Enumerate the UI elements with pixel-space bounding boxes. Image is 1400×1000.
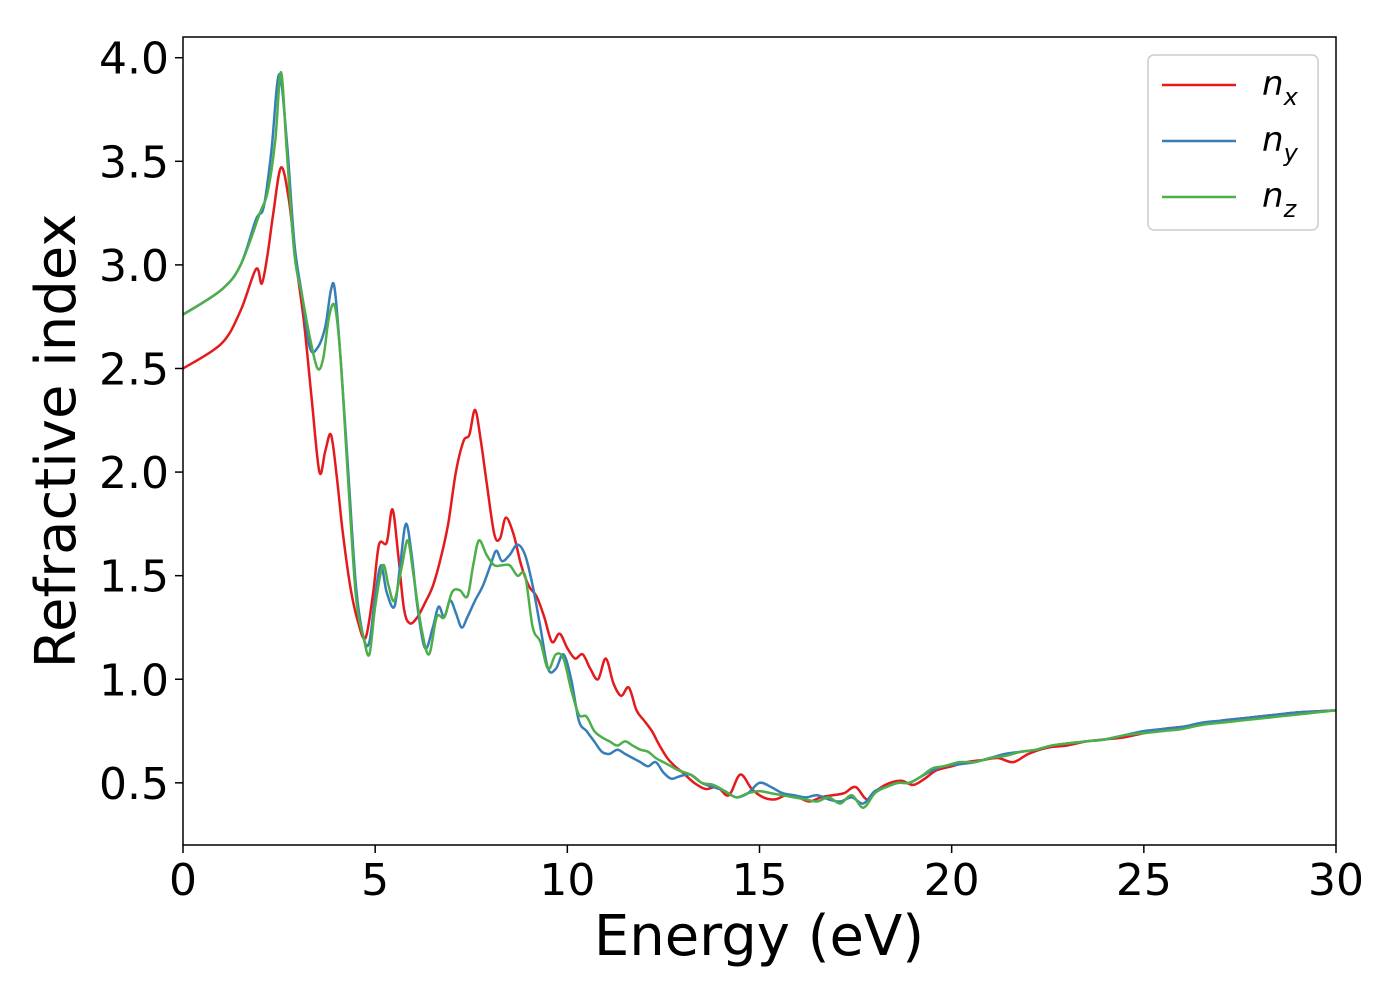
y-tick-label: 3.5 <box>99 137 169 188</box>
y-tick-label: 3.0 <box>99 241 169 292</box>
x-axis-title: Energy (eV) <box>594 904 924 969</box>
y-tick-label: 2.0 <box>99 448 169 499</box>
legend-label-ny: ny <box>1262 120 1299 167</box>
x-tick-label: 20 <box>924 855 980 906</box>
x-axis: 0 5 10 15 20 25 30 <box>169 845 1364 906</box>
series-line-nx <box>183 166 1336 803</box>
x-tick-label: 0 <box>169 855 197 906</box>
legend-box <box>1147 54 1319 231</box>
y-tick-label: 4.0 <box>99 34 169 85</box>
series-line-nz <box>183 70 1336 809</box>
y-tick-label: 1.5 <box>99 552 169 603</box>
x-tick-label: 25 <box>1116 855 1172 906</box>
y-tick-label: 1.0 <box>99 655 169 706</box>
legend: nx ny nz <box>1147 54 1319 231</box>
x-tick-label: 15 <box>732 855 788 906</box>
legend-label-nx: nx <box>1262 64 1299 111</box>
y-tick-label: 0.5 <box>99 759 169 810</box>
series-layer <box>183 70 1336 809</box>
x-tick-label: 10 <box>539 855 595 906</box>
legend-label-nz: nz <box>1262 176 1298 223</box>
x-tick-label: 30 <box>1308 855 1364 906</box>
y-axis-title: Refractive index <box>24 214 89 669</box>
y-axis: 0.5 1.0 1.5 2.0 2.5 3.0 3.5 4.0 <box>99 34 183 810</box>
x-tick-label: 5 <box>361 855 389 906</box>
y-tick-label: 2.5 <box>99 344 169 395</box>
